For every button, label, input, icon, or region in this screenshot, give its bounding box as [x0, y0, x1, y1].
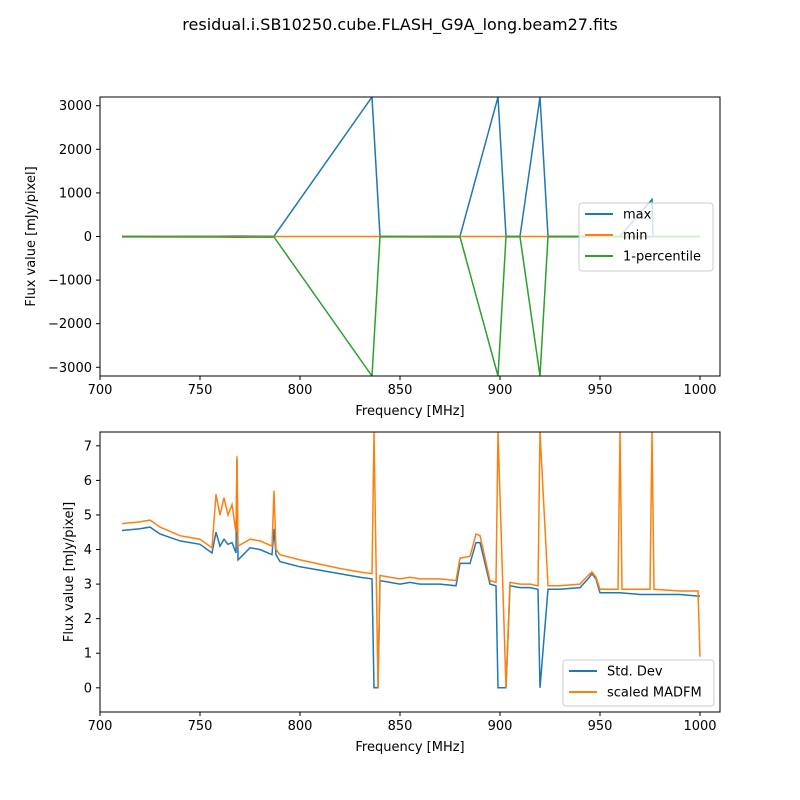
legend-label: Std. Dev — [607, 665, 663, 680]
x-tick-label: 900 — [488, 719, 513, 734]
legend-label: scaled MADFM — [607, 686, 702, 701]
series-line-std-dev — [121, 459, 701, 689]
top-panel: 700 750 800 850 900 950 1000 −3000 −2000 −1000 0 10… — [24, 96, 721, 419]
y-tick-label: 1000 — [59, 186, 92, 201]
legend-box — [578, 202, 714, 272]
legend-label: 1-percentile — [623, 250, 701, 265]
y-axis-label: Flux value [mJy/pixel] — [62, 502, 77, 642]
y-tick-label: 3 — [84, 578, 92, 593]
legend: max min 1-percentile — [578, 202, 714, 272]
y-tick-label: −3000 — [48, 361, 92, 376]
y-tick-label: 2 — [84, 612, 92, 627]
y-tick-label: 2000 — [59, 143, 92, 158]
y-tick-label: 4 — [84, 543, 92, 558]
plot-area-frame — [99, 431, 721, 713]
x-tick-label: 700 — [88, 719, 113, 734]
legend-box — [562, 659, 715, 707]
y-tick-label: 6 — [84, 474, 92, 489]
x-tick-label: 850 — [388, 383, 413, 398]
y-tick-label: 5 — [84, 508, 92, 523]
y-tick-label: 1 — [84, 647, 92, 662]
x-tick-label: 900 — [488, 383, 513, 398]
x-tick-label: 1000 — [683, 383, 716, 398]
x-axis-label: Frequency [MHz] — [355, 404, 464, 419]
series-line-scaled-madfm — [121, 432, 701, 688]
legend-label: min — [623, 229, 648, 244]
x-axis-label: Frequency [MHz] — [355, 740, 464, 755]
y-tick-label: −2000 — [48, 317, 92, 332]
x-tick-label: 950 — [588, 383, 613, 398]
x-tick-label: 700 — [88, 383, 113, 398]
x-tick-label: 850 — [388, 719, 413, 734]
x-tick-label: 750 — [188, 719, 213, 734]
x-tick-label: 800 — [288, 383, 313, 398]
x-tick-label: 950 — [588, 719, 613, 734]
y-axis-label: Flux value [mJy/pixel] — [24, 166, 39, 306]
y-tick-label: 7 — [84, 439, 92, 454]
x-tick-label: 1000 — [683, 719, 716, 734]
figure-title: residual.i.SB10250.cube.FLASH_G9A_long.b… — [182, 15, 617, 35]
bottom-panel: 700 750 800 850 900 950 1000 0 1 2 3 4 5 6 7 Frequency … — [62, 431, 721, 755]
x-tick-label: 800 — [288, 719, 313, 734]
y-tick-label: 0 — [84, 681, 92, 696]
y-tick-label: 3000 — [59, 99, 92, 114]
legend-label: max — [623, 208, 652, 223]
y-tick-label: 0 — [84, 230, 92, 245]
series-line-1-percentile — [121, 236, 700, 376]
legend: Std. Dev scaled MADFM — [562, 659, 715, 707]
x-tick-label: 750 — [188, 383, 213, 398]
y-tick-label: −1000 — [48, 274, 92, 289]
